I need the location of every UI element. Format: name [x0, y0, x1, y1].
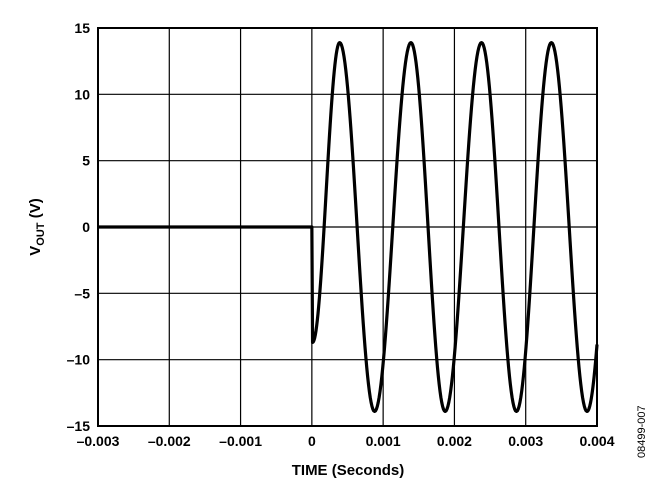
- y-tick-label: 15: [74, 20, 90, 36]
- y-axis-label-main: V: [27, 246, 44, 256]
- x-tick-label: –0.003: [77, 433, 120, 449]
- series-line-vout: [98, 40, 599, 414]
- x-tick-labels: –0.003 –0.002 –0.001 0 0.001 0.002 0.003 0.004: [77, 433, 615, 449]
- x-tick-label: –0.002: [148, 433, 191, 449]
- y-tick-label: 5: [82, 153, 90, 169]
- figure-id-watermark: 08499-007: [636, 405, 648, 458]
- x-tick-label: 0.003: [508, 433, 543, 449]
- x-tick-label: 0: [308, 433, 316, 449]
- x-tick-label: –0.001: [219, 433, 262, 449]
- x-tick-label: 0.001: [366, 433, 401, 449]
- y-tick-label: –10: [67, 352, 91, 368]
- x-tick-label: 0.002: [437, 433, 472, 449]
- x-tick-label: 0.004: [579, 433, 614, 449]
- y-axis-label-unit: (V): [27, 198, 44, 222]
- y-tick-label: –5: [74, 285, 90, 301]
- y-axis-label-sub: OUT: [35, 222, 47, 246]
- y-axis-label: VOUT (V): [27, 198, 47, 255]
- y-tick-label: 0: [82, 219, 90, 235]
- y-tick-label: –15: [67, 418, 91, 434]
- y-tick-labels: 15 10 5 0 –5 –10 –15: [67, 20, 91, 434]
- x-axis-label: TIME (Seconds): [292, 462, 405, 479]
- y-tick-label: 10: [74, 86, 90, 102]
